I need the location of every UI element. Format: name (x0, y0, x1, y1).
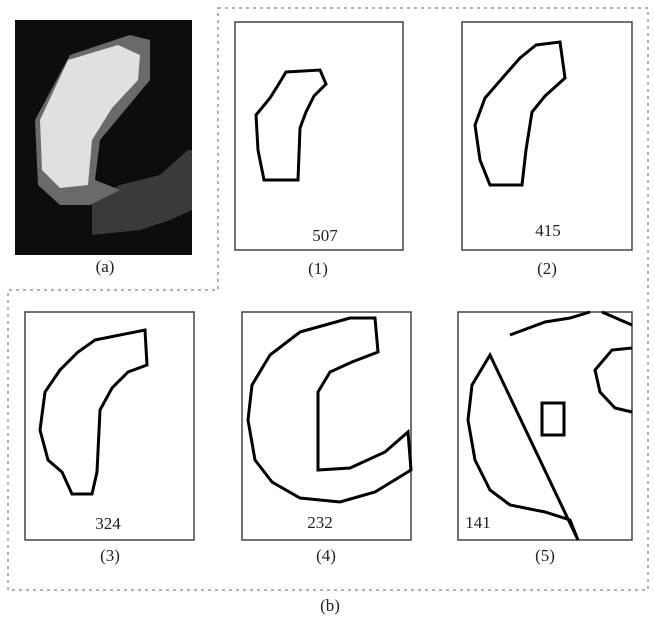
panel-value: 415 (535, 221, 561, 240)
panel-frame (462, 22, 632, 250)
panel-label: (2) (537, 259, 557, 278)
figure: (a) 507 415 324 232 141 (1) (2) (3) (4) … (0, 0, 654, 629)
panel-label: (4) (316, 546, 336, 565)
panel-value: 141 (465, 513, 491, 532)
panel-value: 507 (312, 226, 338, 245)
panel-label: (3) (100, 546, 120, 565)
panel-frame (235, 22, 403, 250)
panel-frame (25, 312, 194, 540)
panel-label: (5) (535, 546, 555, 565)
panel-frame (458, 312, 632, 540)
panel-label: (1) (308, 259, 328, 278)
panel-label: (a) (96, 257, 115, 276)
panel-value: 324 (95, 514, 121, 533)
image-a (15, 20, 192, 255)
group-label: (b) (320, 596, 340, 615)
panel-frame (242, 312, 411, 540)
panel-value: 232 (307, 513, 333, 532)
